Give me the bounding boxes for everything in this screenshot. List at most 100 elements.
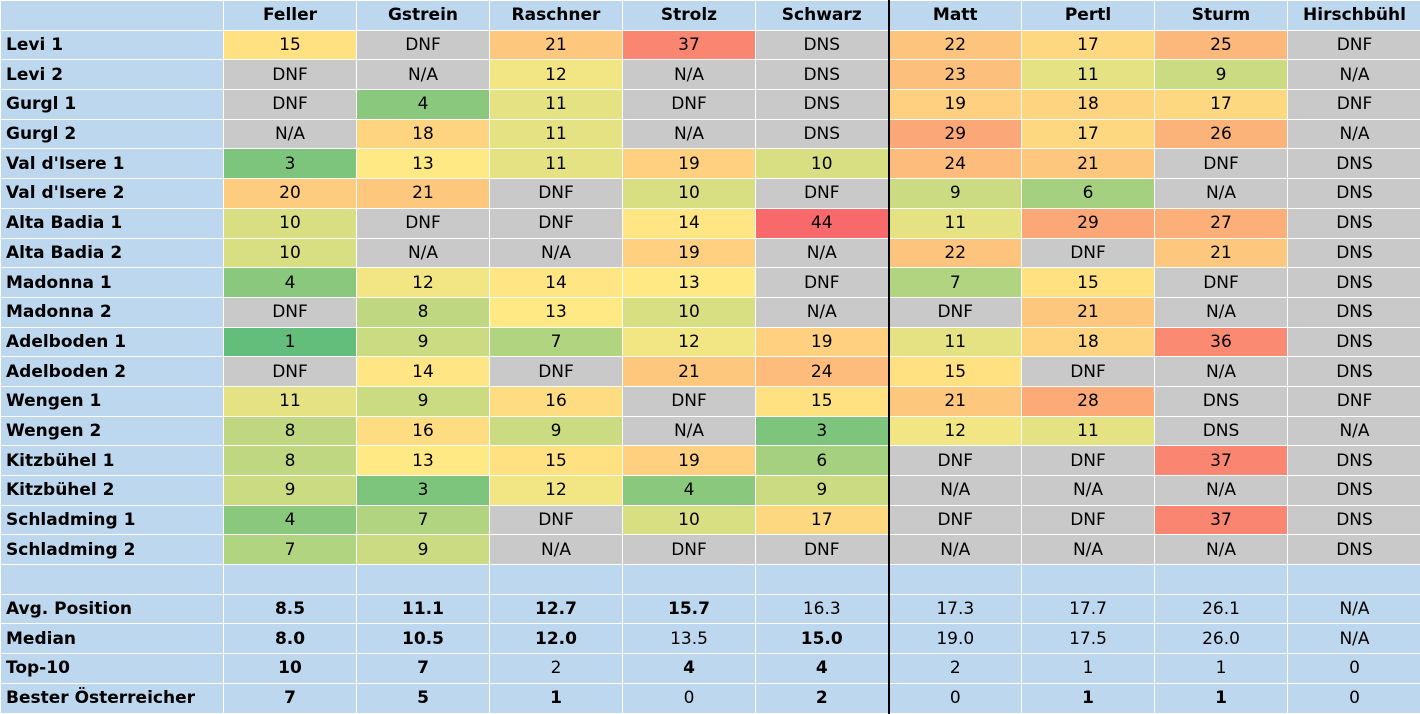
race-cell: 10 (622, 178, 756, 209)
racer-header-gstrein: Gstrein (356, 0, 490, 31)
race-cell: 10 (622, 296, 756, 328)
race-cell: 11 (887, 326, 1022, 358)
race-cell: 13 (489, 296, 623, 328)
race-cell: 9 (356, 534, 490, 566)
race-cell: 19 (887, 89, 1022, 120)
racer-header-raschner: Raschner (489, 0, 623, 31)
race-cell: DNF (887, 504, 1022, 536)
summary-cell: 7 (223, 682, 357, 714)
race-cell: DNF (223, 59, 357, 91)
race-cell: 14 (622, 207, 756, 239)
race-cell: 9 (887, 178, 1022, 209)
summary-cell: 2 (489, 653, 623, 684)
race-cell: DNS (1287, 445, 1420, 476)
race-cell: 9 (755, 475, 889, 506)
spacer-cell (489, 564, 623, 595)
race-cell: 20 (223, 178, 357, 209)
race-row: Madonna 1 4 12 14 13 DNF 7 15 DNF DNS (0, 267, 1420, 298)
race-label: Adelboden 2 (0, 356, 224, 387)
race-cell: 10 (755, 148, 889, 180)
race-row: Alta Badia 1 10 DNF DNF 14 44 11 29 27 DNS (0, 207, 1420, 239)
race-cell: 12 (887, 415, 1022, 447)
race-label: Madonna 2 (0, 296, 224, 328)
summary-row: Median 8.0 10.5 12.0 13.5 15.0 19.0 17.5 26.0 N/A (0, 623, 1420, 655)
race-cell: DNS (1154, 415, 1288, 447)
summary-cell: 2 (755, 682, 889, 714)
race-cell: 15 (755, 385, 889, 417)
race-cell: DNS (1287, 296, 1420, 328)
race-cell: 4 (223, 504, 357, 536)
race-row: Kitzbühel 2 9 3 12 4 9 N/A N/A N/A DNS (0, 475, 1420, 506)
race-cell: DNS (1287, 504, 1420, 536)
race-label: Kitzbühel 2 (0, 475, 224, 506)
race-cell: N/A (489, 534, 623, 566)
race-cell: 10 (223, 237, 357, 269)
race-cell: 24 (755, 356, 889, 387)
race-cell: 9 (356, 385, 490, 417)
racer-header-sturm: Sturm (1154, 0, 1288, 31)
race-row: Wengen 1 11 9 16 DNF 15 21 28 DNS DNF (0, 385, 1420, 417)
race-cell: DNS (1154, 385, 1288, 417)
race-cell: DNS (1287, 326, 1420, 358)
summary-cell: 4 (622, 653, 756, 684)
summary-cell: 0 (1287, 653, 1420, 684)
race-cell: DNF (1021, 445, 1155, 476)
race-cell: 21 (489, 29, 623, 61)
racer-header-pertl: Pertl (1021, 0, 1155, 31)
race-cell: DNF (622, 89, 756, 120)
spacer-cell (622, 564, 756, 595)
race-label: Gurgl 1 (0, 89, 224, 120)
race-cell: 44 (755, 207, 889, 239)
summary-cell: 13.5 (622, 623, 756, 655)
race-cell: 13 (622, 267, 756, 298)
race-cell: N/A (1021, 475, 1155, 506)
summary-cell: 26.0 (1154, 623, 1288, 655)
race-cell: DNF (1021, 356, 1155, 387)
race-cell: DNF (1287, 29, 1420, 61)
race-row: Gurgl 1 DNF 4 11 DNF DNS 19 18 17 DNF (0, 89, 1420, 120)
race-cell: N/A (622, 415, 756, 447)
race-cell: N/A (1154, 296, 1288, 328)
race-cell: DNF (1287, 89, 1420, 120)
summary-cell: 0 (1287, 682, 1420, 714)
race-cell: 16 (356, 415, 490, 447)
race-row: Val d'Isere 2 20 21 DNF 10 DNF 9 6 N/A DNS (0, 178, 1420, 209)
race-cell: 12 (489, 475, 623, 506)
race-cell: DNF (223, 89, 357, 120)
summary-cell: 15.0 (755, 623, 889, 655)
race-cell: N/A (1154, 475, 1288, 506)
summary-cell: 1 (1021, 682, 1155, 714)
race-cell: DNF (356, 207, 490, 239)
race-label: Levi 2 (0, 59, 224, 91)
race-cell: DNS (755, 89, 889, 120)
race-cell: 8 (356, 296, 490, 328)
racer-header-schwarz: Schwarz (755, 0, 889, 31)
race-cell: 1 (223, 326, 357, 358)
corner-cell (0, 0, 224, 31)
race-cell: 21 (622, 356, 756, 387)
race-cell: 6 (1021, 178, 1155, 209)
summary-cell: 1 (489, 682, 623, 714)
race-cell: DNS (755, 29, 889, 61)
racer-header-feller: Feller (223, 0, 357, 31)
race-cell: 4 (356, 89, 490, 120)
summary-cell: 26.1 (1154, 593, 1288, 625)
race-cell: DNS (1287, 534, 1420, 566)
race-cell: N/A (1287, 59, 1420, 91)
summary-cell: 12.7 (489, 593, 623, 625)
race-row: Levi 1 15 DNF 21 37 DNS 22 17 25 DNF (0, 29, 1420, 61)
race-cell: 11 (223, 385, 357, 417)
race-cell: N/A (1287, 415, 1420, 447)
race-cell: DNF (887, 296, 1022, 328)
race-cell: 21 (1021, 296, 1155, 328)
summary-label: Bester Österreicher (0, 682, 224, 714)
header-row: Feller Gstrein Raschner Strolz Schwarz M… (0, 0, 1420, 31)
race-label: Gurgl 2 (0, 118, 224, 150)
race-cell: 17 (1021, 118, 1155, 150)
race-cell: 37 (1154, 445, 1288, 476)
race-cell: 9 (1154, 59, 1288, 91)
race-cell: DNF (755, 267, 889, 298)
race-row: Gurgl 2 N/A 18 11 N/A DNS 29 17 26 N/A (0, 118, 1420, 150)
race-cell: 7 (223, 534, 357, 566)
race-cell: 12 (489, 59, 623, 91)
